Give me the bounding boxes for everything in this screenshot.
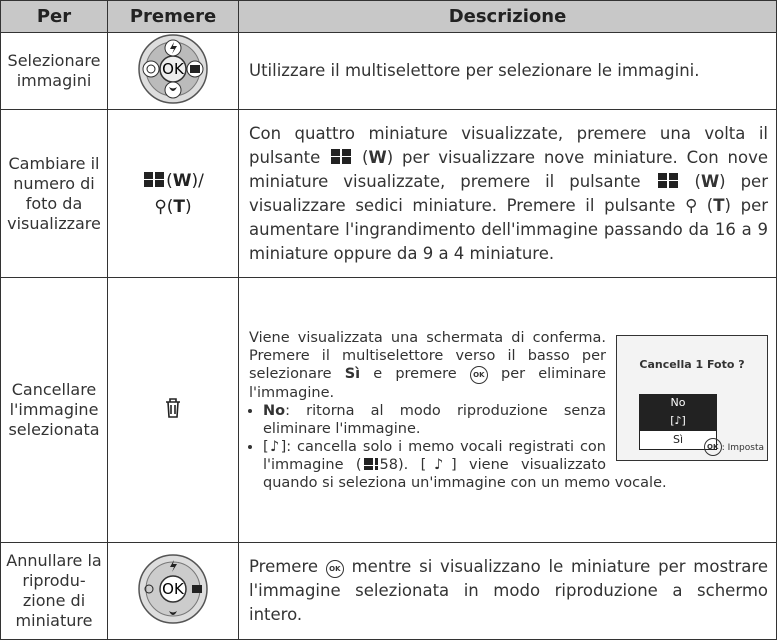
option: [♪] (670, 413, 686, 427)
text: ) per aumentare l'ingrandimento dell'imm… (249, 195, 769, 263)
premere-cell: OK (107, 32, 239, 110)
row: Cambiare il numero di foto da visualizzare … (0, 109, 777, 278)
text: foto da (25, 193, 83, 213)
text: Utilizzare il multiselettore per selezio… (249, 61, 700, 80)
text: ( (697, 195, 714, 215)
text: ( (679, 171, 701, 191)
per-cell: Annullare la riprodu-zione di miniature (0, 542, 108, 640)
text: [♪] (420, 456, 457, 473)
text: Con quattro miniature visualizzate, prem… (249, 123, 768, 167)
text: selezionata (8, 420, 100, 439)
thumbnail-icon (657, 172, 678, 188)
text: : ritorna al modo riproduzione senza eli… (263, 402, 606, 437)
text: )/ (191, 170, 204, 191)
text: visualizzare (7, 213, 101, 233)
desc-cell: Premere OK mentre si visualizzano le min… (238, 542, 777, 640)
bullet-list: No: ritorna al modo riproduzione senza e… (249, 402, 768, 492)
multiselector: OK (138, 554, 208, 624)
text: W (700, 171, 720, 191)
screen-hint: OK: Imposta (703, 437, 764, 456)
text: e premere (360, 365, 470, 382)
bullet: No: ritorna al modo riproduzione senza e… (263, 402, 768, 438)
ref-icon (363, 457, 384, 473)
trash-icon (166, 398, 180, 418)
text: miniature (15, 611, 93, 630)
text: Selezionare (7, 51, 101, 70)
text: numero di (13, 173, 95, 193)
text: immagini (16, 71, 92, 90)
row: Cancellare l'immagine selezionata Cancella… (0, 277, 777, 543)
thumbnail-icon (144, 171, 165, 187)
text: ( (353, 147, 369, 167)
text: Viene visualizzata una schermata di conf… (249, 329, 606, 382)
text: mentre si visualizzano le miniature per … (249, 557, 768, 624)
row: Selezionare immagini OK Utilizzare il mul… (0, 32, 777, 110)
text: ( (166, 196, 174, 217)
row: Annullare la riprodu-zione di miniature OK… (0, 542, 777, 640)
header-cell: Premere (107, 0, 239, 33)
text: ) per visualizzare nove miniature. Con n… (249, 147, 768, 191)
ok-icon: OK (469, 365, 488, 384)
premere-cell (107, 277, 239, 543)
text: T (713, 195, 725, 215)
desc-cell: Utilizzare il multiselettore per selezio… (238, 32, 777, 110)
text: l'immagine (9, 400, 99, 419)
text: riprodu- (22, 571, 86, 590)
premere-cell: (W)/ ⚲(T) (107, 109, 239, 278)
header-row: Per Premere Descrizione (0, 0, 777, 33)
header-cell: Descrizione (238, 0, 777, 33)
ok-icon: OK (703, 437, 722, 456)
ok-label: OK (162, 580, 185, 598)
text: ) per visualizzare sedici miniature. Pre… (249, 171, 768, 215)
option: No (670, 395, 686, 409)
ok-icon: OK (325, 560, 344, 578)
per-cell: Cambiare il numero di foto da visualizzare (0, 109, 108, 278)
text: Premere (249, 557, 326, 576)
text: [♪] (263, 438, 287, 455)
text: ) (185, 196, 192, 217)
text: viene visualizzato quando si seleziona u… (263, 456, 667, 491)
text: Cancellare (11, 380, 97, 399)
text: W (172, 170, 192, 191)
text: W (368, 147, 387, 167)
text: T (173, 196, 186, 217)
text: Sì (344, 365, 361, 382)
desc-cell: Con quattro miniature visualizzate, prem… (238, 109, 777, 278)
text: ( (166, 170, 173, 191)
header-cell: Per (0, 0, 108, 33)
text: Annullare la (6, 551, 102, 570)
text: : cancella solo i memo vocali registrati… (263, 438, 606, 473)
bullet: [♪]: cancella solo i memo vocali registr… (263, 438, 768, 492)
text: : Imposta (721, 442, 764, 453)
per-cell: Cancellare l'immagine selezionata (0, 277, 108, 543)
text: Cambiare il (8, 153, 100, 173)
screen-preview: Cancella 1 Foto ? No [♪] Sì OK: Imposta (616, 334, 768, 461)
screen-menu: No [♪] Sì (639, 393, 717, 450)
per-cell: Selezionare immagini (0, 32, 108, 110)
desc-cell: Cancella 1 Foto ? No [♪] Sì OK: Imposta … (238, 277, 777, 543)
premere-cell: OK (107, 542, 239, 640)
text: zione di (22, 591, 86, 610)
thumbnail-icon (331, 148, 352, 164)
multiselector: OK (138, 34, 208, 104)
screen-title: Cancella 1 Foto ? (639, 357, 745, 371)
text: No (263, 402, 286, 419)
text: per eliminare l'immagine. (249, 365, 606, 401)
text: 58). (379, 456, 421, 473)
ok-label: OK (162, 60, 185, 78)
